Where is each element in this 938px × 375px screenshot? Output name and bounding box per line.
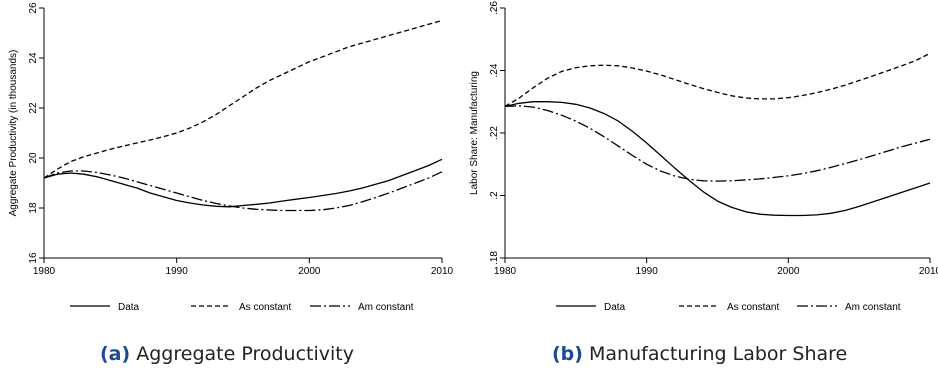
panel-b-series-as-constant — [504, 52, 931, 107]
panel-b-ytick-label: .18 — [489, 251, 500, 265]
panel-a-ytick-label: 24 — [28, 52, 39, 64]
panel-a-legend-label: Data — [118, 302, 140, 313]
panel-a-ytick-label: 22 — [28, 102, 39, 114]
panel-b-xtick-label: 2010 — [919, 266, 938, 277]
panel-a-ytick-label: 18 — [28, 202, 39, 214]
panel-b-series-data — [504, 101, 931, 217]
panel-b-xtick-label: 1980 — [494, 266, 517, 277]
panel-b-ytick-label: .2 — [489, 191, 500, 200]
panel-b-y-axis-label: Labor Share: Manufacturing — [469, 71, 480, 195]
caption-a: (a) Aggregate Productivity — [100, 343, 354, 365]
panel-a-xtick-label: 2010 — [431, 266, 454, 277]
panel-b-ytick-label: .24 — [489, 63, 500, 77]
panel-a-y-axis-label: Aggregate Productivity (in thousands) — [8, 50, 19, 217]
panel-b-xtick-label: 1990 — [636, 266, 659, 277]
panel-b-legend-label: Data — [604, 302, 626, 313]
panel-a-xtick-label: 1990 — [166, 266, 189, 277]
panel-a-ytick-label: 20 — [28, 152, 39, 164]
caption-a-text: Aggregate Productivity — [136, 343, 354, 365]
panel-b-series-am-constant — [504, 105, 931, 182]
panel-a-series-as-constant — [43, 19, 443, 179]
panel-a-legend-label: Am constant — [358, 302, 414, 313]
panel-b-legend-label: As constant — [727, 302, 779, 313]
panel-a-legend-label: As constant — [239, 302, 291, 313]
panel-a-ytick-label: 26 — [28, 2, 39, 14]
panel-a-series-data — [43, 158, 443, 208]
panel-b-legend-label: Am constant — [845, 302, 901, 313]
caption-a-tag: (a) — [100, 343, 131, 365]
caption-b: (b) Manufacturing Labor Share — [552, 343, 847, 365]
panel-a-series-am-constant — [43, 170, 443, 212]
panel-b-ytick-label: .22 — [489, 126, 500, 140]
panel-a-xtick-label: 2000 — [298, 266, 321, 277]
panel-a-ytick-label: 16 — [28, 252, 39, 264]
caption-b-tag: (b) — [552, 343, 583, 365]
caption-b-text: Manufacturing Labor Share — [589, 343, 848, 365]
panel-a-xtick-label: 1980 — [33, 266, 56, 277]
panel-b-ytick-label: .26 — [489, 1, 500, 15]
panel-b-xtick-label: 2000 — [777, 266, 800, 277]
